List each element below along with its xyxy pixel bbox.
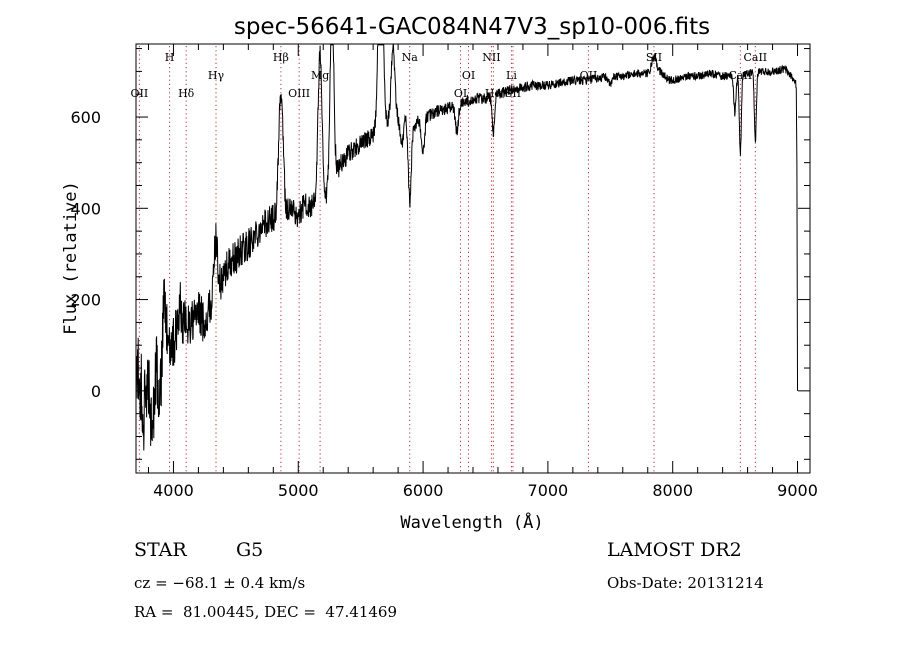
spectral-line-label: OIII [288, 87, 310, 100]
x-tick-label: 6000 [403, 481, 444, 500]
x-tick-label: 5000 [278, 481, 319, 500]
spectral-line-label: Na [402, 51, 419, 64]
y-tick-label: 600 [70, 108, 101, 127]
spectral-line-label: OI [454, 87, 467, 100]
spectral-line-label: Hδ [178, 87, 195, 100]
survey-name: LAMOST DR2 [607, 539, 742, 561]
y-tick-label: 200 [70, 291, 101, 310]
redshift-info: cz = −68.1 ± 0.4 km/s [134, 574, 306, 592]
observation-date: Obs-Date: 20131214 [607, 574, 764, 592]
y-tick-labels: 0 200 400 600 [70, 108, 101, 401]
spectrum-line [135, 44, 799, 451]
x-tick-label: 9000 [777, 481, 818, 500]
coordinates-info: RA = 81.00445, DEC = 47.41469 [134, 603, 398, 621]
axis-ticks [136, 44, 810, 473]
x-axis-label: Wavelength (Å) [400, 511, 543, 533]
spectral-line-label: OII [580, 69, 598, 82]
spectral-line-label: Hβ [273, 51, 289, 64]
spectral-line-label: OI [462, 69, 475, 82]
spectral-line-label: Li [506, 69, 517, 82]
x-tick-labels: 4000 5000 6000 7000 8000 9000 [153, 481, 818, 500]
chart-title: spec-56641-GAC084N47V3_sp10-006.fits [234, 14, 710, 40]
object-type: STAR [134, 539, 187, 561]
y-tick-label: 0 [91, 382, 101, 401]
spectral-line-label: H [165, 51, 175, 64]
y-tick-label: 400 [70, 199, 101, 218]
y-axis-label: Flux (relative) [61, 181, 81, 335]
spectral-line-label: OII [131, 87, 149, 100]
spectral-line-labels: OIIHHδHγHβOIIIMgNaOIOINIIHαLiSIIOIISIICa… [131, 51, 768, 100]
spectral-line-label: Mg [311, 69, 329, 82]
x-tick-label: 8000 [652, 481, 693, 500]
object-subclass: G5 [236, 539, 264, 561]
spectral-line-label: CaII [743, 51, 767, 64]
spectral-line-label: NII [482, 51, 500, 64]
spectral-line-label: Hγ [208, 69, 225, 82]
x-tick-label: 4000 [153, 481, 194, 500]
x-tick-label: 7000 [528, 481, 569, 500]
